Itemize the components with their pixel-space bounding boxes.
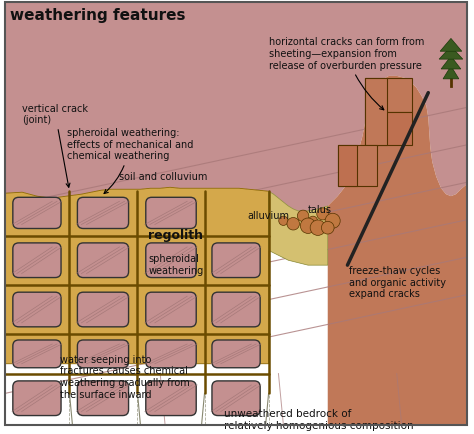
- Text: unweathered bedrock of
relatively homogenious composition: unweathered bedrock of relatively homoge…: [224, 408, 414, 430]
- FancyBboxPatch shape: [13, 340, 61, 368]
- Polygon shape: [5, 188, 269, 364]
- Circle shape: [318, 209, 328, 220]
- Text: water seeping into
fractures causes chemical
weathering gradually from
the surfa: water seeping into fractures causes chem…: [60, 354, 190, 399]
- Text: soil and colluvium: soil and colluvium: [119, 172, 207, 182]
- FancyBboxPatch shape: [77, 198, 128, 229]
- Polygon shape: [337, 145, 377, 187]
- Text: talus: talus: [308, 204, 332, 214]
- FancyBboxPatch shape: [146, 381, 196, 416]
- Text: weathering features: weathering features: [10, 8, 186, 23]
- FancyBboxPatch shape: [77, 381, 128, 416]
- FancyBboxPatch shape: [146, 243, 196, 278]
- Text: spheroidal
weathering: spheroidal weathering: [148, 254, 203, 275]
- Text: vertical crack
(joint): vertical crack (joint): [22, 103, 88, 188]
- Polygon shape: [328, 3, 467, 425]
- Text: freeze-thaw cycles
and organic activity
expand cracks: freeze-thaw cycles and organic activity …: [349, 266, 447, 299]
- Circle shape: [320, 220, 336, 236]
- Polygon shape: [365, 79, 387, 145]
- Polygon shape: [365, 79, 411, 113]
- Circle shape: [306, 214, 320, 229]
- Polygon shape: [441, 57, 461, 70]
- FancyBboxPatch shape: [77, 243, 128, 278]
- FancyBboxPatch shape: [13, 381, 61, 416]
- Polygon shape: [269, 192, 328, 266]
- FancyBboxPatch shape: [13, 198, 61, 229]
- Polygon shape: [439, 47, 463, 60]
- FancyBboxPatch shape: [146, 293, 196, 327]
- Circle shape: [303, 221, 313, 232]
- FancyBboxPatch shape: [13, 293, 61, 327]
- FancyBboxPatch shape: [212, 340, 260, 368]
- FancyBboxPatch shape: [212, 293, 260, 327]
- FancyBboxPatch shape: [77, 293, 128, 327]
- Circle shape: [327, 215, 338, 227]
- Polygon shape: [440, 39, 462, 52]
- Text: regolith: regolith: [148, 228, 203, 241]
- FancyBboxPatch shape: [146, 340, 196, 368]
- Polygon shape: [337, 145, 357, 187]
- Polygon shape: [365, 113, 411, 145]
- FancyBboxPatch shape: [146, 198, 196, 229]
- Polygon shape: [5, 3, 467, 425]
- Circle shape: [286, 217, 301, 231]
- Circle shape: [313, 223, 323, 233]
- Text: alluvium: alluvium: [247, 210, 289, 220]
- FancyBboxPatch shape: [212, 381, 260, 416]
- Text: spheroidal weathering:
effects of mechanical and
chemical weathering: spheroidal weathering: effects of mechan…: [66, 128, 193, 194]
- FancyBboxPatch shape: [77, 340, 128, 368]
- Polygon shape: [443, 67, 459, 80]
- FancyBboxPatch shape: [13, 243, 61, 278]
- Polygon shape: [5, 77, 467, 425]
- Text: horizontal cracks can form from
sheeting—expansion from
release of overburden pr: horizontal cracks can form from sheeting…: [269, 37, 424, 111]
- FancyBboxPatch shape: [212, 243, 260, 278]
- Circle shape: [298, 211, 308, 221]
- Circle shape: [276, 214, 291, 229]
